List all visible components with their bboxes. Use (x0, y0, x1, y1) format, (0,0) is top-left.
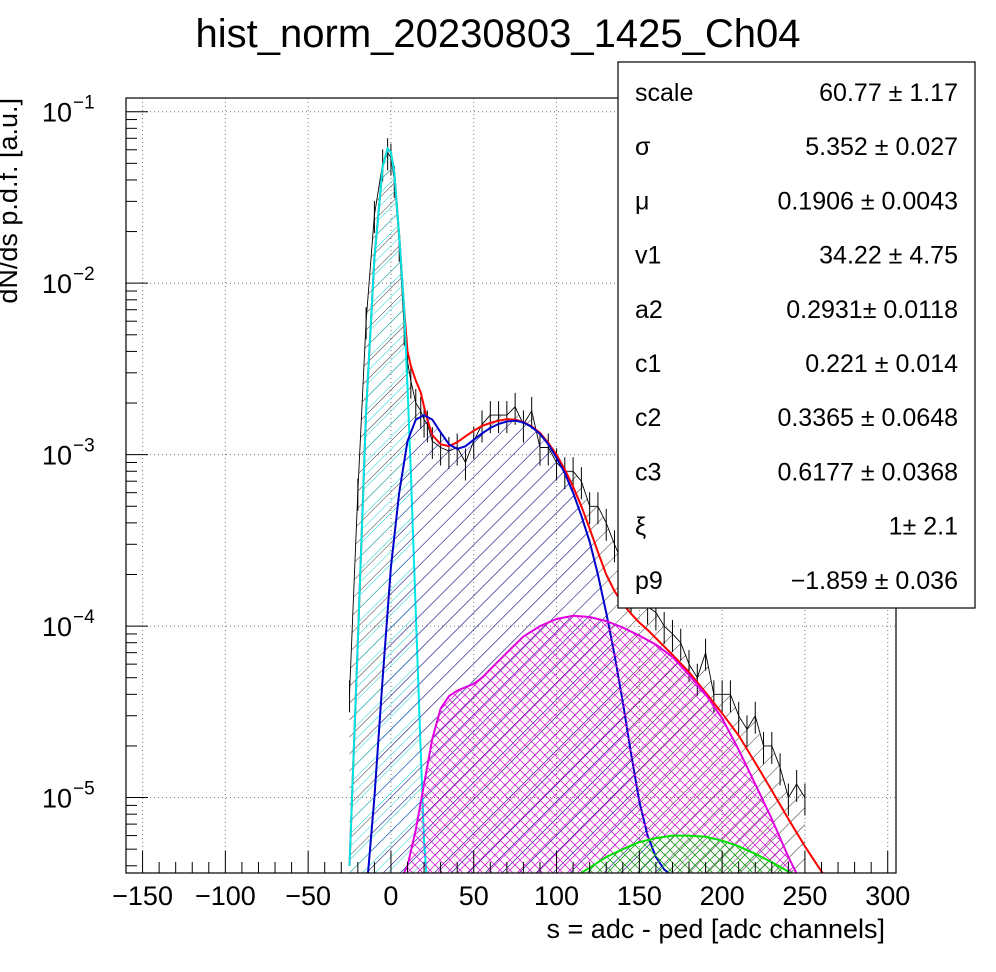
stats-param-value: 0.6177 ± 0.0368 (777, 458, 958, 486)
y-tick-label-base: 10 (42, 612, 72, 642)
stats-param-value: 5.352 ± 0.027 (805, 133, 958, 161)
stats-param-value: 1± 2.1 (889, 513, 958, 541)
x-axis-label: s = adc - ped [adc channels] (547, 914, 885, 944)
y-tick-label-base: 10 (42, 441, 72, 471)
x-tick-label: −150 (112, 881, 173, 911)
x-tick-label: 250 (782, 881, 827, 911)
plot-data (348, 138, 824, 873)
y-tick-label-exponent: −5 (73, 779, 95, 800)
stats-param-name: a2 (635, 296, 663, 324)
x-tick-label: 100 (534, 881, 579, 911)
stats-box: scale 60.77 ± 1.17 σ 5.352 ± 0.027 μ 0.1906 ±… (617, 61, 976, 609)
stats-param-name: p9 (635, 567, 663, 595)
stats-param-name: σ (635, 133, 651, 161)
two-pe-curve-fill (402, 615, 797, 873)
y-axis: 10−110−210−310−410−5 (42, 93, 148, 867)
x-tick-label: 50 (459, 881, 489, 911)
stats-param-name: μ (635, 187, 649, 215)
stats-param-value: 60.77 ± 1.17 (819, 79, 958, 107)
stats-param-value: 0.1906 ± 0.0043 (777, 187, 958, 215)
y-tick-label-base: 10 (42, 98, 72, 128)
stats-param-value: 34.22 ± 4.75 (819, 242, 958, 270)
three-pe-curve (578, 834, 794, 873)
y-tick-label-exponent: −3 (73, 436, 95, 457)
y-tick-label-exponent: −2 (73, 264, 95, 285)
x-tick-label: −50 (285, 881, 331, 911)
y-tick-label-exponent: −1 (73, 93, 95, 114)
x-axis: −150 −100 −50 0 50 100 150 200 250 300 (112, 851, 910, 911)
stats-param-value: 0.221 ± 0.014 (805, 350, 958, 378)
y-tick-label-base: 10 (42, 269, 72, 299)
stats-param-name: c2 (635, 404, 661, 432)
stats-param-name: c1 (635, 350, 661, 378)
stats-param-value: 0.3365 ± 0.0648 (777, 404, 958, 432)
stats-param-name: scale (635, 79, 693, 107)
y-tick-label-base: 10 (42, 784, 72, 814)
stats-param-name: v1 (635, 242, 661, 270)
y-tick-label-exponent: −4 (73, 607, 95, 628)
chart-title: hist_norm_20230803_1425_Ch04 (196, 12, 801, 56)
x-tick-label: −100 (195, 881, 256, 911)
stats-param-value: −1.859 ± 0.036 (791, 567, 958, 595)
x-tick-label: 300 (865, 881, 910, 911)
stats-param-name: c3 (635, 458, 661, 486)
stats-param-name: ξ (635, 513, 646, 541)
stats-param-value: 0.2931± 0.0118 (786, 296, 958, 324)
x-tick-label: 0 (383, 881, 398, 911)
x-tick-label: 150 (617, 881, 662, 911)
x-tick-label: 200 (700, 881, 745, 911)
y-axis-label: dN/ds p.d.f. [a.u.] (0, 98, 23, 304)
two-pe-curve (402, 614, 798, 873)
